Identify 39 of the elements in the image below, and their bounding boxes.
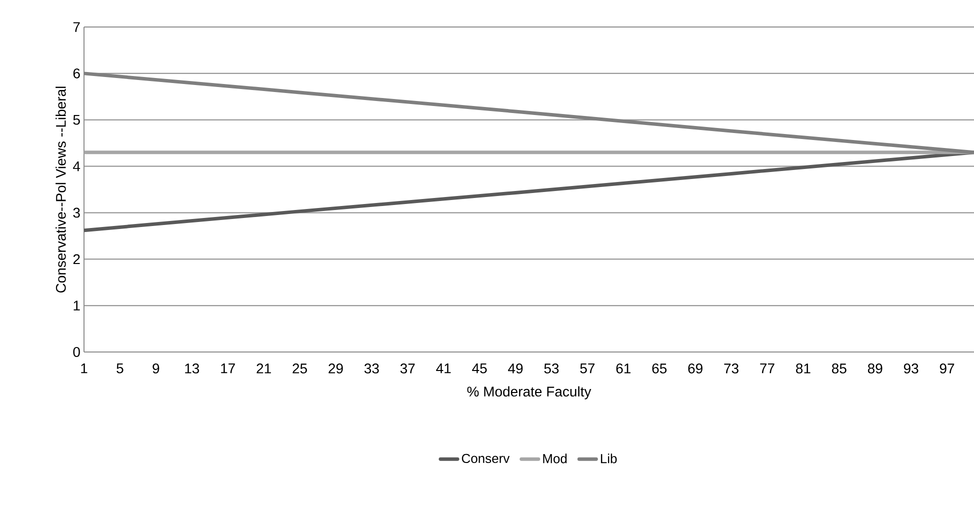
legend-label: Conserv [462,454,510,464]
legend-label: Lib [600,454,617,464]
x-tick-label: 37 [400,364,415,374]
x-tick-label: 77 [760,364,774,374]
x-tick-label: 81 [796,364,810,374]
x-tick-label: 73 [724,364,738,374]
x-tick-label: 17 [221,364,235,374]
x-axis-title: % Moderate Faculty [467,386,592,400]
x-tick-label: 33 [364,364,379,374]
x-tick-label: 49 [508,364,523,374]
y-tick-label: 1 [74,300,80,310]
x-tick-label: 5 [116,364,124,374]
y-tick-label: 4 [73,161,80,172]
legend-label: Mod [543,454,567,464]
y-tick-label: 3 [73,208,80,218]
x-tick-label: 65 [652,364,667,374]
x-tick-label: 61 [616,364,631,374]
x-tick-label: 25 [292,364,307,374]
y-tick-label: 6 [73,68,80,78]
line-series [84,72,974,154]
x-tick-label: 97 [940,364,954,374]
x-tick-label: 53 [544,364,559,374]
x-tick-label: 9 [152,364,160,374]
x-tick-label: 21 [256,364,271,374]
x-tick-label: 29 [328,364,343,374]
y-tick-label: 0 [73,347,80,357]
x-tick-label: 89 [868,364,882,374]
x-tick-label: 41 [436,364,451,374]
y-axis-title: Conservative--Pol Views --Liberal [56,86,66,293]
y-tick-label: 7 [73,22,80,32]
x-tick-label: 85 [832,364,846,374]
x-tick-label: 57 [580,364,595,374]
y-tick-label: 5 [73,114,80,125]
x-tick-label: 1 [81,364,88,374]
x-tick-label: 45 [472,364,487,374]
y-tick-label: 2 [73,254,80,264]
x-tick-label: 93 [904,364,918,374]
x-tick-label: 69 [688,364,702,374]
x-tick-label: 13 [185,364,200,374]
